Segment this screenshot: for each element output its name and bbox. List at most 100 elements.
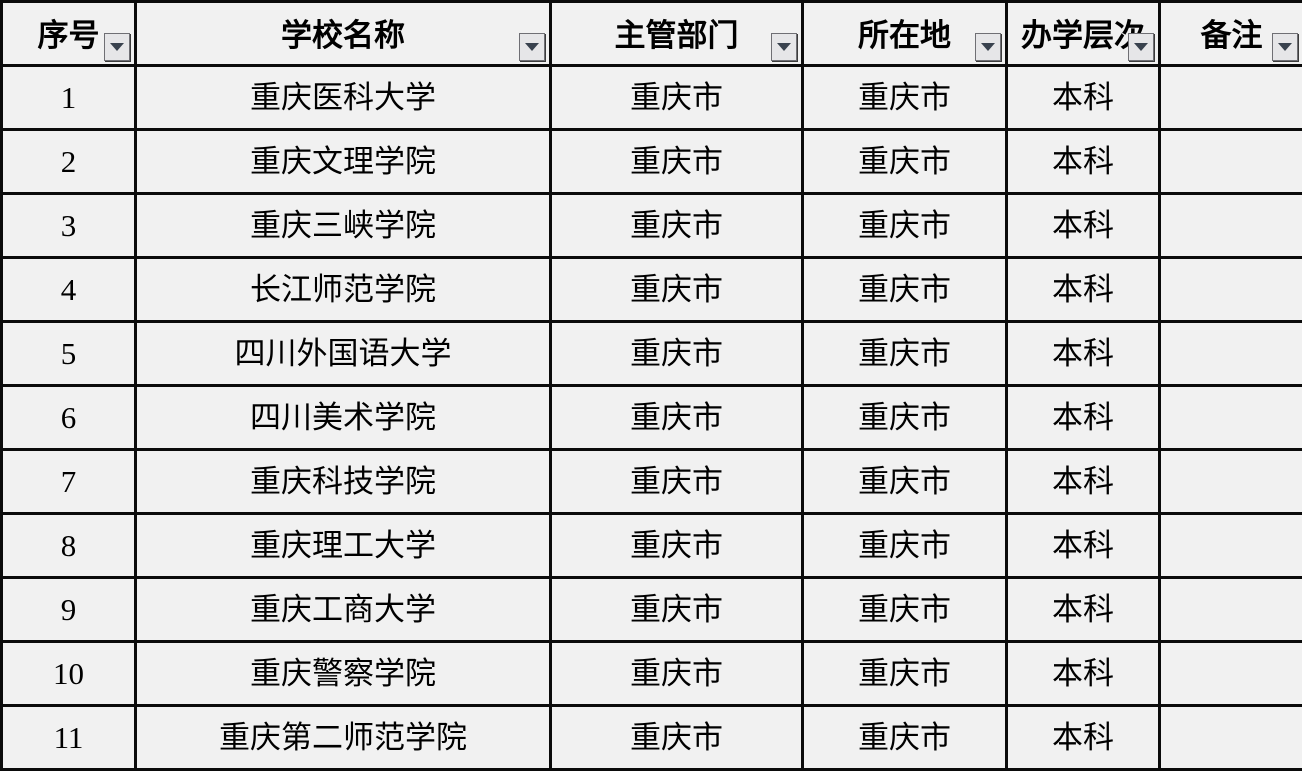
cell-dept: 重庆市 bbox=[551, 450, 803, 514]
cell-location: 重庆市 bbox=[803, 386, 1007, 450]
filter-dropdown-button-location[interactable] bbox=[975, 33, 1001, 61]
cell-remark bbox=[1160, 514, 1302, 578]
column-header-label: 办学层次 bbox=[1021, 20, 1145, 51]
table-row: 9 重庆工商大学 重庆市 重庆市 本科 bbox=[2, 578, 1302, 642]
cell-dept: 重庆市 bbox=[551, 322, 803, 386]
cell-remark bbox=[1160, 450, 1302, 514]
table-row: 1 重庆医科大学 重庆市 重庆市 本科 bbox=[2, 66, 1302, 130]
cell-dept: 重庆市 bbox=[551, 194, 803, 258]
cell-remark bbox=[1160, 578, 1302, 642]
column-header-label: 序号 bbox=[38, 20, 100, 51]
cell-location: 重庆市 bbox=[803, 706, 1007, 770]
cell-no: 7 bbox=[2, 450, 136, 514]
cell-level: 本科 bbox=[1007, 450, 1160, 514]
cell-location: 重庆市 bbox=[803, 258, 1007, 322]
column-header-label: 所在地 bbox=[858, 20, 951, 51]
cell-level: 本科 bbox=[1007, 514, 1160, 578]
table-row: 11 重庆第二师范学院 重庆市 重庆市 本科 bbox=[2, 706, 1302, 770]
column-header-label: 备注 bbox=[1201, 20, 1263, 51]
cell-location: 重庆市 bbox=[803, 514, 1007, 578]
cell-school: 重庆理工大学 bbox=[136, 514, 551, 578]
cell-school: 重庆科技学院 bbox=[136, 450, 551, 514]
filter-dropdown-button-level[interactable] bbox=[1128, 33, 1154, 61]
column-header-school: 学校名称 bbox=[136, 2, 551, 66]
table-row: 10 重庆警察学院 重庆市 重庆市 本科 bbox=[2, 642, 1302, 706]
column-header-label: 学校名称 bbox=[281, 20, 405, 51]
cell-level: 本科 bbox=[1007, 258, 1160, 322]
cell-no: 2 bbox=[2, 130, 136, 194]
column-header-dept: 主管部门 bbox=[551, 2, 803, 66]
cell-dept: 重庆市 bbox=[551, 514, 803, 578]
chevron-down-icon bbox=[525, 43, 539, 51]
cell-no: 11 bbox=[2, 706, 136, 770]
cell-no: 3 bbox=[2, 194, 136, 258]
table-row: 3 重庆三峡学院 重庆市 重庆市 本科 bbox=[2, 194, 1302, 258]
filter-dropdown-button-no[interactable] bbox=[104, 33, 130, 61]
cell-location: 重庆市 bbox=[803, 66, 1007, 130]
cell-remark bbox=[1160, 258, 1302, 322]
table-row: 7 重庆科技学院 重庆市 重庆市 本科 bbox=[2, 450, 1302, 514]
table-row: 2 重庆文理学院 重庆市 重庆市 本科 bbox=[2, 130, 1302, 194]
cell-level: 本科 bbox=[1007, 130, 1160, 194]
table-row: 5 四川外国语大学 重庆市 重庆市 本科 bbox=[2, 322, 1302, 386]
cell-level: 本科 bbox=[1007, 642, 1160, 706]
cell-remark bbox=[1160, 322, 1302, 386]
cell-school: 重庆第二师范学院 bbox=[136, 706, 551, 770]
cell-dept: 重庆市 bbox=[551, 642, 803, 706]
cell-no: 6 bbox=[2, 386, 136, 450]
chevron-down-icon bbox=[981, 43, 995, 51]
cell-location: 重庆市 bbox=[803, 322, 1007, 386]
chevron-down-icon bbox=[1278, 43, 1292, 51]
cell-dept: 重庆市 bbox=[551, 258, 803, 322]
cell-location: 重庆市 bbox=[803, 578, 1007, 642]
cell-level: 本科 bbox=[1007, 66, 1160, 130]
cell-no: 9 bbox=[2, 578, 136, 642]
cell-location: 重庆市 bbox=[803, 642, 1007, 706]
cell-remark bbox=[1160, 130, 1302, 194]
column-header-remark: 备注 bbox=[1160, 2, 1302, 66]
filter-dropdown-button-school[interactable] bbox=[519, 33, 545, 61]
cell-school: 重庆医科大学 bbox=[136, 66, 551, 130]
table-row: 4 长江师范学院 重庆市 重庆市 本科 bbox=[2, 258, 1302, 322]
cell-no: 1 bbox=[2, 66, 136, 130]
cell-dept: 重庆市 bbox=[551, 578, 803, 642]
cell-dept: 重庆市 bbox=[551, 130, 803, 194]
cell-remark bbox=[1160, 66, 1302, 130]
cell-school: 四川美术学院 bbox=[136, 386, 551, 450]
chevron-down-icon bbox=[777, 43, 791, 51]
column-header-location: 所在地 bbox=[803, 2, 1007, 66]
cell-level: 本科 bbox=[1007, 322, 1160, 386]
cell-remark bbox=[1160, 642, 1302, 706]
cell-level: 本科 bbox=[1007, 706, 1160, 770]
cell-no: 8 bbox=[2, 514, 136, 578]
filter-dropdown-button-remark[interactable] bbox=[1272, 33, 1298, 61]
cell-remark bbox=[1160, 706, 1302, 770]
cell-dept: 重庆市 bbox=[551, 66, 803, 130]
cell-school: 重庆文理学院 bbox=[136, 130, 551, 194]
header-row: 序号 学校名称 主管部门 所在地 办学层次 备注 bbox=[2, 2, 1302, 66]
cell-no: 5 bbox=[2, 322, 136, 386]
chevron-down-icon bbox=[1134, 43, 1148, 51]
column-header-label: 主管部门 bbox=[615, 20, 739, 51]
column-header-no: 序号 bbox=[2, 2, 136, 66]
cell-no: 4 bbox=[2, 258, 136, 322]
cell-location: 重庆市 bbox=[803, 130, 1007, 194]
cell-no: 10 bbox=[2, 642, 136, 706]
cell-location: 重庆市 bbox=[803, 450, 1007, 514]
cell-level: 本科 bbox=[1007, 194, 1160, 258]
cell-remark bbox=[1160, 386, 1302, 450]
chevron-down-icon bbox=[110, 43, 124, 51]
cell-dept: 重庆市 bbox=[551, 386, 803, 450]
cell-location: 重庆市 bbox=[803, 194, 1007, 258]
table-row: 8 重庆理工大学 重庆市 重庆市 本科 bbox=[2, 514, 1302, 578]
cell-school: 重庆工商大学 bbox=[136, 578, 551, 642]
filter-dropdown-button-dept[interactable] bbox=[771, 33, 797, 61]
cell-school: 重庆三峡学院 bbox=[136, 194, 551, 258]
cell-school: 四川外国语大学 bbox=[136, 322, 551, 386]
table-row: 6 四川美术学院 重庆市 重庆市 本科 bbox=[2, 386, 1302, 450]
cell-dept: 重庆市 bbox=[551, 706, 803, 770]
column-header-level: 办学层次 bbox=[1007, 2, 1160, 66]
cell-level: 本科 bbox=[1007, 578, 1160, 642]
cell-school: 重庆警察学院 bbox=[136, 642, 551, 706]
